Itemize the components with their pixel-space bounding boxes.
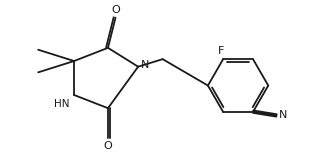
Text: F: F: [218, 46, 224, 56]
Text: HN: HN: [54, 99, 69, 109]
Text: O: O: [104, 141, 112, 151]
Text: N: N: [279, 110, 287, 120]
Text: O: O: [111, 5, 120, 15]
Text: N: N: [141, 60, 149, 70]
